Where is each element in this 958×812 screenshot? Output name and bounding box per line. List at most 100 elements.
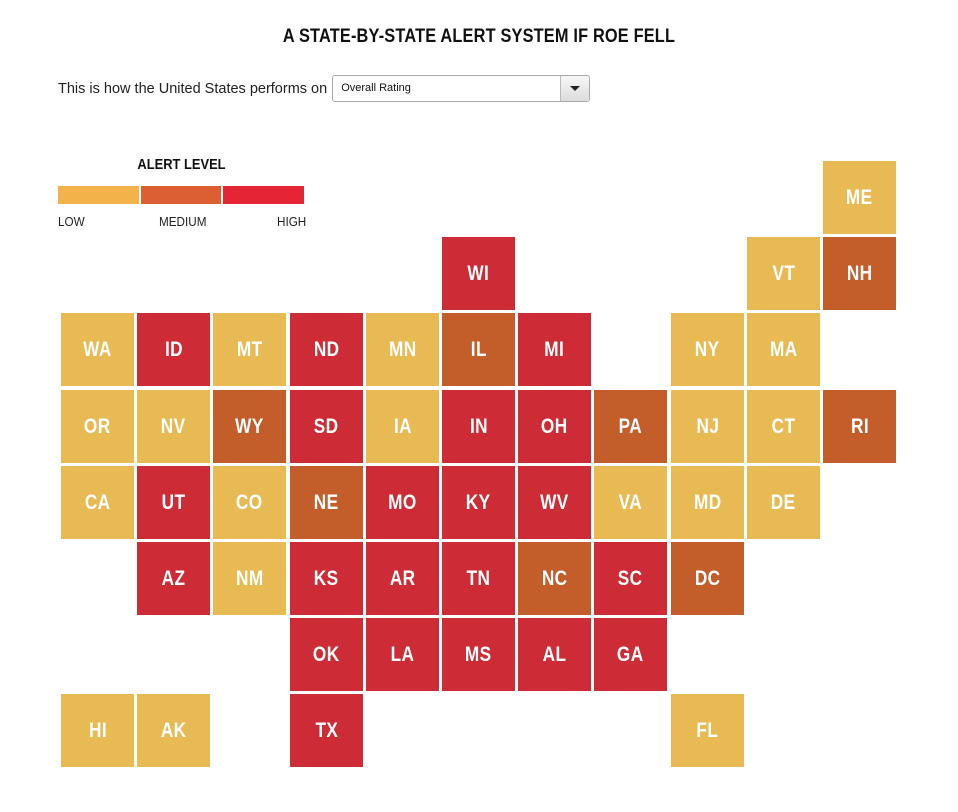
state-tile-ri[interactable]: RI [822, 389, 897, 464]
state-tile-az[interactable]: AZ [136, 541, 211, 616]
legend-swatch-low [58, 186, 139, 204]
prompt-text: This is how the United States performs o… [58, 80, 328, 97]
state-label: NM [235, 566, 264, 590]
state-label: HI [88, 718, 107, 742]
state-label: MA [769, 337, 798, 361]
state-label: KS [314, 566, 339, 590]
state-tile-or[interactable]: OR [60, 389, 135, 464]
state-tile-ia[interactable]: IA [365, 389, 440, 464]
state-tile-sc[interactable]: SC [593, 541, 668, 616]
legend: ALERT LEVEL LOW MEDIUM HIGH [58, 156, 307, 236]
state-tile-tx[interactable]: TX [289, 693, 364, 768]
state-tile-de[interactable]: DE [746, 465, 821, 540]
state-label: ND [313, 337, 340, 361]
state-tile-ks[interactable]: KS [289, 541, 364, 616]
state-tile-oh[interactable]: OH [517, 389, 592, 464]
state-tile-al[interactable]: AL [517, 617, 592, 692]
state-label: AZ [161, 566, 186, 590]
state-label: KY [466, 490, 491, 514]
state-tile-fl[interactable]: FL [670, 693, 745, 768]
state-tile-nj[interactable]: NJ [670, 389, 745, 464]
state-label: TX [315, 718, 338, 742]
state-tile-ut[interactable]: UT [136, 465, 211, 540]
state-label: MD [693, 490, 722, 514]
state-tile-ny[interactable]: NY [670, 312, 745, 387]
state-tile-nv[interactable]: NV [136, 389, 211, 464]
state-tile-sd[interactable]: SD [289, 389, 364, 464]
state-tile-ct[interactable]: CT [746, 389, 821, 464]
state-tile-hi[interactable]: HI [60, 693, 135, 768]
state-tile-ma[interactable]: MA [746, 312, 821, 387]
state-tile-ne[interactable]: NE [289, 465, 364, 540]
state-tile-ar[interactable]: AR [365, 541, 440, 616]
state-tile-me[interactable]: ME [822, 160, 897, 235]
state-label: CA [84, 490, 111, 514]
state-label: IA [393, 414, 412, 438]
state-tile-wa[interactable]: WA [60, 312, 135, 387]
state-label: MT [236, 337, 263, 361]
state-tile-il[interactable]: IL [441, 312, 516, 387]
state-tile-vt[interactable]: VT [746, 236, 821, 311]
state-label: VA [618, 490, 643, 514]
state-tile-ky[interactable]: KY [441, 465, 516, 540]
state-tile-md[interactable]: MD [670, 465, 745, 540]
state-tile-ms[interactable]: MS [441, 617, 516, 692]
state-tile-in[interactable]: IN [441, 389, 516, 464]
state-tile-ak[interactable]: AK [136, 693, 211, 768]
state-tile-wi[interactable]: WI [441, 236, 516, 311]
state-tile-nd[interactable]: ND [289, 312, 364, 387]
state-label: AR [389, 566, 416, 590]
legend-swatch-medium [141, 186, 221, 204]
state-tile-id[interactable]: ID [136, 312, 211, 387]
state-label: OH [541, 414, 568, 438]
state-tile-wy[interactable]: WY [212, 389, 287, 464]
state-label: NY [695, 337, 720, 361]
state-label: UT [161, 490, 186, 514]
dropdown-toggle[interactable] [560, 76, 590, 101]
state-tile-va[interactable]: VA [593, 465, 668, 540]
metric-selector-row: This is how the United States performs o… [58, 74, 591, 103]
state-tile-mt[interactable]: MT [212, 312, 287, 387]
state-label: ME [846, 185, 873, 209]
state-label: LA [390, 642, 415, 666]
state-label: OR [84, 414, 111, 438]
state-label: AK [160, 718, 187, 742]
state-tile-mo[interactable]: MO [365, 465, 440, 540]
state-label: IL [470, 337, 487, 361]
state-label: SC [618, 566, 643, 590]
legend-title: ALERT LEVEL [137, 156, 226, 173]
state-label: IN [469, 414, 488, 438]
dropdown-selected-value: Overall Rating [341, 82, 411, 94]
state-label: TN [466, 566, 491, 590]
state-label: WY [235, 414, 264, 438]
state-label: NV [161, 414, 186, 438]
state-tile-co[interactable]: CO [212, 465, 287, 540]
state-tile-ok[interactable]: OK [289, 617, 364, 692]
state-label: OK [313, 642, 340, 666]
state-tile-la[interactable]: LA [365, 617, 440, 692]
legend-label-low: LOW [58, 214, 85, 229]
state-label: CT [771, 414, 796, 438]
legend-label-high: HIGH [277, 214, 307, 229]
page-title: A STATE-BY-STATE ALERT SYSTEM IF ROE FEL… [282, 26, 676, 47]
state-label: WA [83, 337, 112, 361]
state-tile-nh[interactable]: NH [822, 236, 897, 311]
state-label: NC [541, 566, 568, 590]
state-label: DC [694, 566, 721, 590]
state-label: ID [164, 337, 183, 361]
state-tile-mi[interactable]: MI [517, 312, 592, 387]
state-tile-dc[interactable]: DC [670, 541, 745, 616]
state-tile-tn[interactable]: TN [441, 541, 516, 616]
state-tile-ca[interactable]: CA [60, 465, 135, 540]
state-label: MO [388, 490, 417, 514]
state-tile-nm[interactable]: NM [212, 541, 287, 616]
state-tile-ga[interactable]: GA [593, 617, 668, 692]
state-tile-mn[interactable]: MN [365, 312, 440, 387]
state-label: MI [544, 337, 565, 361]
legend-label-medium: MEDIUM [159, 214, 207, 229]
state-tile-wv[interactable]: WV [517, 465, 592, 540]
state-tile-pa[interactable]: PA [593, 389, 668, 464]
metric-dropdown[interactable]: Overall Rating [332, 75, 591, 102]
state-tile-nc[interactable]: NC [517, 541, 592, 616]
state-label: FL [696, 718, 719, 742]
